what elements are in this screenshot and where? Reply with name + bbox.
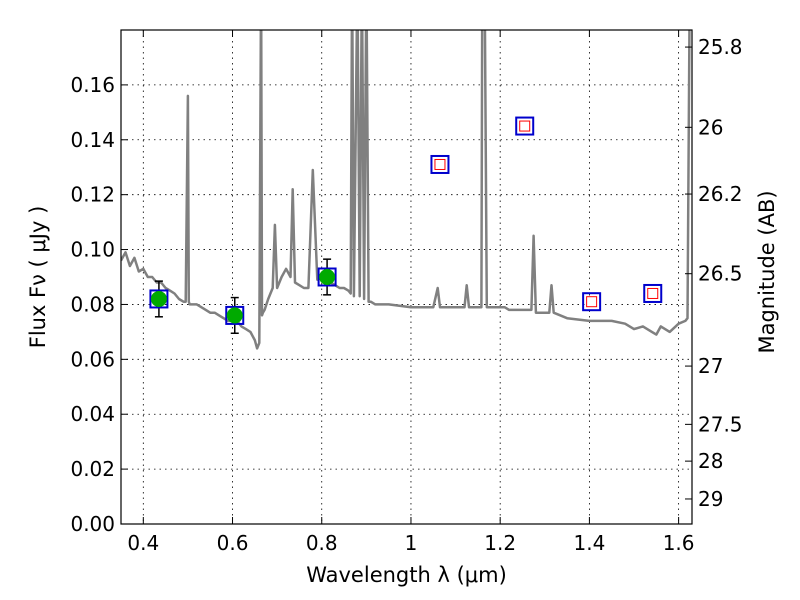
observed-point — [226, 307, 243, 324]
x-axis-title: Wavelength λ (μm) — [306, 563, 507, 587]
y2-axis-title: Magnitude (AB) — [755, 190, 779, 353]
y-tick-label: 0.16 — [70, 73, 115, 97]
model-marker — [317, 267, 337, 287]
grid — [121, 30, 692, 525]
model-marker-inner — [647, 287, 659, 299]
y-tick-label: 0.12 — [70, 183, 115, 207]
y-tick-label: 0.02 — [70, 457, 115, 481]
model-marker-inner — [434, 158, 446, 170]
model-marker — [225, 305, 245, 325]
model-marker — [515, 116, 535, 136]
data-layer — [121, 30, 691, 350]
model-marker-inner — [519, 120, 531, 132]
y2-tick-label: 25.8 — [698, 35, 743, 59]
x-tick-label: 0.6 — [217, 531, 249, 555]
y-axis-title: Flux Fν ( μJy ) — [26, 206, 50, 349]
y-tick-label: 0.04 — [70, 402, 115, 426]
y2-tick-label: 26.2 — [698, 182, 743, 206]
y2-tick-label: 29 — [698, 487, 723, 511]
x-tick-label: 1.2 — [484, 531, 516, 555]
y2-tick-label: 26.5 — [698, 262, 743, 286]
model-marker-inner — [586, 296, 598, 308]
model-marker — [430, 154, 450, 174]
spectrum-line — [121, 30, 691, 350]
y-tick-label: 0.00 — [70, 512, 115, 536]
x-tick-label: 0.8 — [306, 531, 338, 555]
y-tick-label: 0.10 — [70, 238, 115, 262]
y2-tick-label: 27.5 — [698, 412, 743, 436]
plot-frame — [120, 29, 693, 525]
y2-tick-label: 26 — [698, 115, 723, 139]
x-tick-label: 1.4 — [573, 531, 605, 555]
model-marker — [643, 283, 663, 303]
y-tick-label: 0.06 — [70, 347, 115, 371]
x-tick-label: 0.4 — [127, 531, 159, 555]
y2-tick-label: 28 — [698, 449, 723, 473]
observed-point — [319, 269, 336, 285]
x-tick-label: 1 — [405, 531, 418, 555]
y-tick-label: 0.08 — [70, 292, 115, 316]
y-tick-label: 0.14 — [70, 128, 115, 152]
model-marker — [149, 289, 169, 309]
x-tick-label: 1.6 — [663, 531, 695, 555]
model-marker — [582, 292, 602, 312]
ticks: 0.4 0.6 0.8 1 1.2 1.4 1.6 0.00 0.02 0.04 0.06 0.08 0… — [70, 30, 743, 555]
observed-point — [150, 290, 167, 307]
y2-tick-label: 27 — [698, 354, 723, 378]
clipped-data — [121, 30, 691, 350]
